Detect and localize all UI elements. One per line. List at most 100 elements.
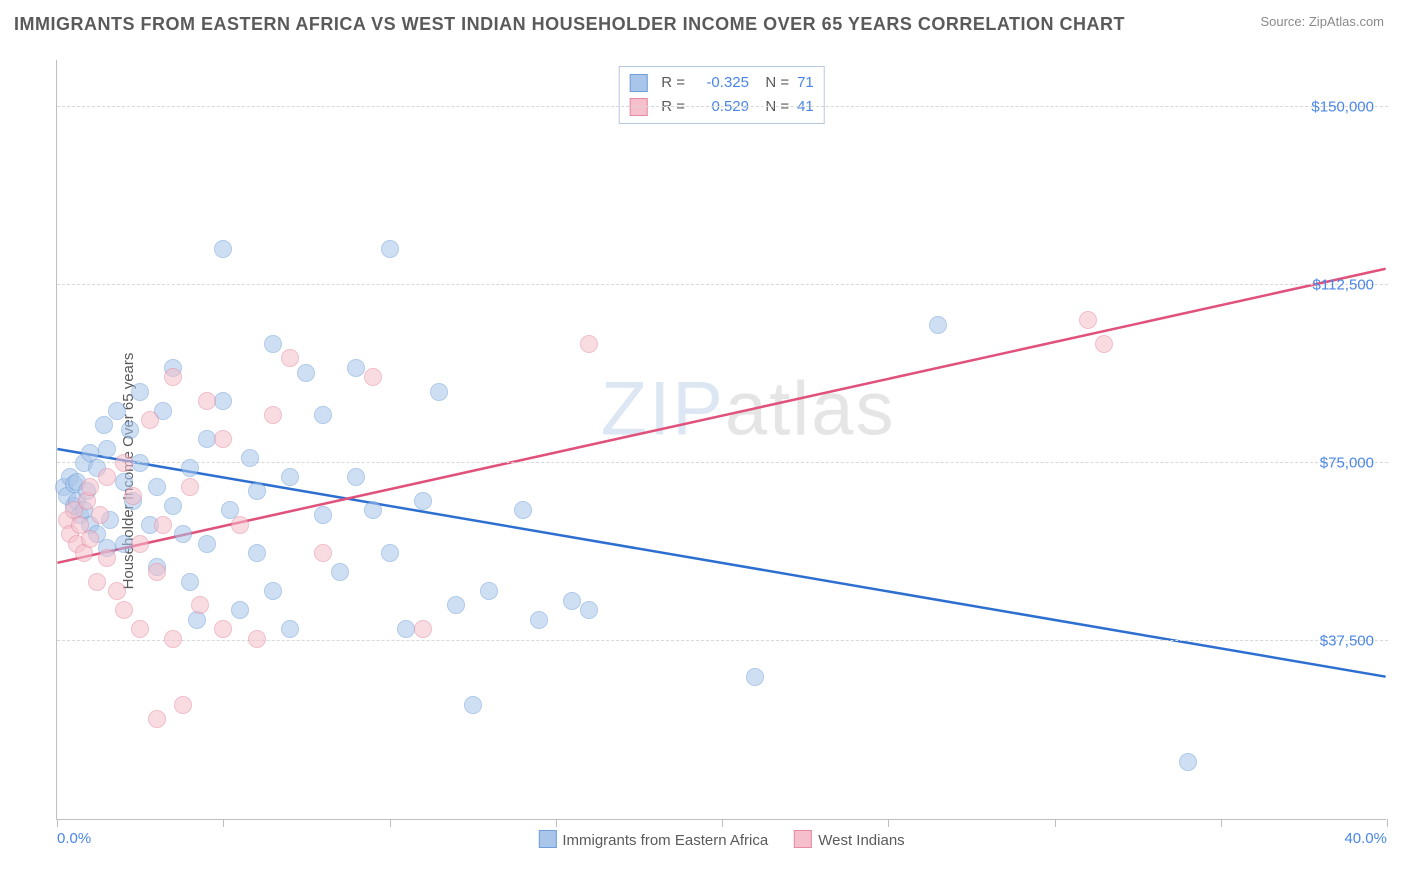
data-point bbox=[131, 535, 149, 553]
data-point bbox=[364, 368, 382, 386]
x-tick-label: 40.0% bbox=[1344, 830, 1387, 847]
data-point bbox=[81, 530, 99, 548]
trend-lines bbox=[57, 60, 1386, 819]
trend-line bbox=[57, 269, 1385, 563]
data-point bbox=[181, 573, 199, 591]
data-point bbox=[81, 478, 99, 496]
data-point bbox=[164, 497, 182, 515]
data-point bbox=[414, 492, 432, 510]
data-point bbox=[174, 696, 192, 714]
data-point bbox=[214, 620, 232, 638]
stat-n-1: 41 bbox=[797, 95, 814, 119]
plot-region: ZIPatlas R = -0.325 N = 71 R = 0.529 N =… bbox=[56, 60, 1386, 820]
data-point bbox=[174, 525, 192, 543]
data-point bbox=[314, 506, 332, 524]
stat-label-n: N = bbox=[757, 95, 789, 119]
data-point bbox=[115, 535, 133, 553]
data-point bbox=[397, 620, 415, 638]
data-point bbox=[364, 501, 382, 519]
source-label: Source: ZipAtlas.com bbox=[1260, 14, 1384, 29]
data-point bbox=[297, 364, 315, 382]
data-point bbox=[148, 563, 166, 581]
legend-swatch-series-0 bbox=[629, 74, 647, 92]
data-point bbox=[231, 516, 249, 534]
watermark-bold: ZIP bbox=[601, 367, 725, 452]
data-point bbox=[91, 506, 109, 524]
data-point bbox=[381, 544, 399, 562]
data-point bbox=[1079, 311, 1097, 329]
legend-series: Immigrants from Eastern Africa West Indi… bbox=[538, 830, 904, 849]
legend-swatch-series-1 bbox=[629, 98, 647, 116]
data-point bbox=[580, 335, 598, 353]
data-point bbox=[347, 468, 365, 486]
stat-r-0: -0.325 bbox=[693, 71, 749, 95]
data-point bbox=[95, 416, 113, 434]
y-tick-label: $37,500 bbox=[1320, 632, 1374, 649]
data-point bbox=[281, 468, 299, 486]
data-point bbox=[131, 383, 149, 401]
watermark-thin: atlas bbox=[725, 367, 896, 452]
data-point bbox=[281, 349, 299, 367]
data-point bbox=[131, 620, 149, 638]
x-tick bbox=[888, 819, 889, 827]
data-point bbox=[164, 368, 182, 386]
data-point bbox=[563, 592, 581, 610]
data-point bbox=[115, 601, 133, 619]
legend-item: West Indians bbox=[794, 830, 904, 849]
data-point bbox=[198, 535, 216, 553]
data-point bbox=[231, 601, 249, 619]
data-point bbox=[480, 582, 498, 600]
data-point bbox=[141, 411, 159, 429]
legend-label-1: West Indians bbox=[818, 832, 904, 849]
data-point bbox=[181, 459, 199, 477]
x-tick-label: 0.0% bbox=[57, 830, 91, 847]
x-tick bbox=[1221, 819, 1222, 827]
data-point bbox=[514, 501, 532, 519]
legend-swatch-series-1 bbox=[794, 830, 812, 848]
x-tick bbox=[223, 819, 224, 827]
legend-item: Immigrants from Eastern Africa bbox=[538, 830, 768, 849]
stat-r-1: 0.529 bbox=[693, 95, 749, 119]
data-point bbox=[148, 710, 166, 728]
data-point bbox=[430, 383, 448, 401]
data-point bbox=[198, 392, 216, 410]
data-point bbox=[98, 468, 116, 486]
x-tick bbox=[57, 819, 58, 827]
data-point bbox=[98, 440, 116, 458]
data-point bbox=[281, 620, 299, 638]
data-point bbox=[248, 544, 266, 562]
stat-label-n: N = bbox=[757, 71, 789, 95]
data-point bbox=[347, 359, 365, 377]
chart-area: Householder Income Over 65 years ZIPatla… bbox=[0, 50, 1406, 892]
data-point bbox=[214, 392, 232, 410]
data-point bbox=[381, 240, 399, 258]
data-point bbox=[98, 549, 116, 567]
data-point bbox=[241, 449, 259, 467]
data-point bbox=[248, 482, 266, 500]
data-point bbox=[124, 487, 142, 505]
data-point bbox=[314, 406, 332, 424]
data-point bbox=[148, 478, 166, 496]
x-tick bbox=[390, 819, 391, 827]
y-tick-label: $150,000 bbox=[1311, 98, 1374, 115]
data-point bbox=[264, 406, 282, 424]
data-point bbox=[88, 573, 106, 591]
data-point bbox=[530, 611, 548, 629]
data-point bbox=[1179, 753, 1197, 771]
data-point bbox=[331, 563, 349, 581]
data-point bbox=[414, 620, 432, 638]
x-tick bbox=[1055, 819, 1056, 827]
grid-line bbox=[57, 284, 1388, 285]
legend-label-0: Immigrants from Eastern Africa bbox=[562, 832, 768, 849]
data-point bbox=[447, 596, 465, 614]
y-tick-label: $75,000 bbox=[1320, 454, 1374, 471]
chart-title: IMMIGRANTS FROM EASTERN AFRICA VS WEST I… bbox=[14, 14, 1386, 35]
data-point bbox=[121, 421, 139, 439]
x-tick bbox=[556, 819, 557, 827]
stat-label-r: R = bbox=[661, 71, 685, 95]
data-point bbox=[214, 240, 232, 258]
x-tick bbox=[1387, 819, 1388, 827]
data-point bbox=[108, 402, 126, 420]
data-point bbox=[580, 601, 598, 619]
data-point bbox=[154, 516, 172, 534]
